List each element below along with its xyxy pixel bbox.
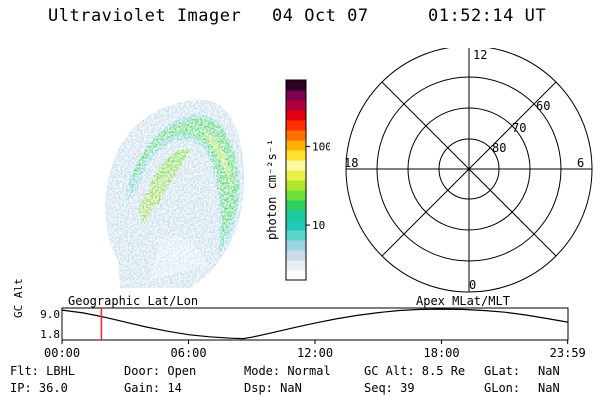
timeline-x-tick-label: 18:00 — [423, 346, 460, 360]
geographic-label: Geographic Lat/Lon — [68, 294, 199, 308]
glat-value: NaN — [538, 364, 560, 378]
y-tick-9: 9.0 — [40, 308, 60, 321]
gain-value: Gain: 14 — [124, 381, 182, 395]
timeline-frame — [61, 307, 569, 341]
colorbar-swatch — [286, 120, 306, 131]
timeline-x-tick-label: 23:59 — [549, 346, 586, 360]
glon-label: GLon: — [484, 381, 521, 395]
time-label: 01:52:14 UT — [428, 6, 547, 26]
gc-alt-axis-label: GC Alt — [12, 278, 25, 318]
colorbar-swatch — [286, 150, 306, 161]
apex-label: Apex MLat/MLT — [416, 294, 510, 308]
lat-label-70: 70 — [512, 121, 526, 135]
polar-grid: 12 0 18 6 60 70 80 — [344, 48, 593, 293]
colorbar-swatch — [286, 250, 306, 261]
date-label: 04 Oct 07 — [272, 6, 369, 26]
colorbar-frame — [285, 79, 307, 281]
colorbar: 100 10 photon cm⁻²s⁻¹ — [265, 79, 330, 281]
ip-value: IP: 36.0 — [10, 381, 68, 395]
instrument-title: Ultraviolet Imager — [48, 6, 242, 26]
mlt-label-0: 0 — [469, 278, 476, 292]
colorbar-swatch — [286, 200, 306, 211]
mlt-label-12: 12 — [473, 48, 487, 62]
mlt-label-6: 6 — [577, 156, 584, 170]
colorbar-swatch — [286, 160, 306, 171]
timeline-x-tick-label: 06:00 — [170, 346, 207, 360]
colorbar-swatch — [286, 90, 306, 101]
auroral-image — [105, 99, 245, 288]
colorbar-swatch — [286, 100, 306, 111]
colorbar-swatch — [286, 210, 306, 221]
y-tick-1-8: 1.8 — [40, 328, 60, 341]
colorbar-tick-label: 100 — [312, 140, 330, 153]
colorbar-swatch — [286, 140, 306, 151]
colorbar-swatch — [286, 130, 306, 141]
colorbar-swatch — [286, 230, 306, 241]
colorbar-swatch — [286, 80, 306, 91]
door-value: Door: Open — [124, 364, 197, 378]
colorbar-label: photon cm⁻²s⁻¹ — [265, 139, 279, 240]
altitude-curve — [61, 308, 568, 340]
lat-label-60: 60 — [536, 99, 550, 113]
colorbar-swatch — [286, 220, 306, 231]
seq-value: Seq: 39 — [364, 381, 415, 395]
lat-label-80: 80 — [492, 141, 506, 155]
colorbar-swatch — [286, 180, 306, 191]
colorbar-swatch — [286, 270, 306, 281]
mlt-label-18: 18 — [344, 156, 358, 170]
colorbar-swatch — [286, 110, 306, 121]
glat-label: GLat: — [484, 364, 521, 378]
dsp-value: Dsp: NaN — [244, 381, 302, 395]
timeline-x-tick-label: 00:00 — [44, 346, 81, 360]
colorbar-swatch — [286, 190, 306, 201]
colorbar-swatch — [286, 260, 306, 271]
mode-value: Mode: Normal — [244, 364, 331, 378]
colorbar-swatch — [286, 170, 306, 181]
colorbar-swatch — [286, 240, 306, 251]
filter-value: Flt: LBHL — [10, 364, 76, 378]
colorbar-tick-label: 10 — [312, 219, 325, 232]
timeline-x-tick-label: 12:00 — [297, 346, 334, 360]
glon-value: NaN — [538, 381, 560, 395]
altitude-timeline: 9.0 1.8 — [40, 307, 569, 344]
gc-alt-value: GC Alt: 8.5 Re — [364, 364, 466, 378]
